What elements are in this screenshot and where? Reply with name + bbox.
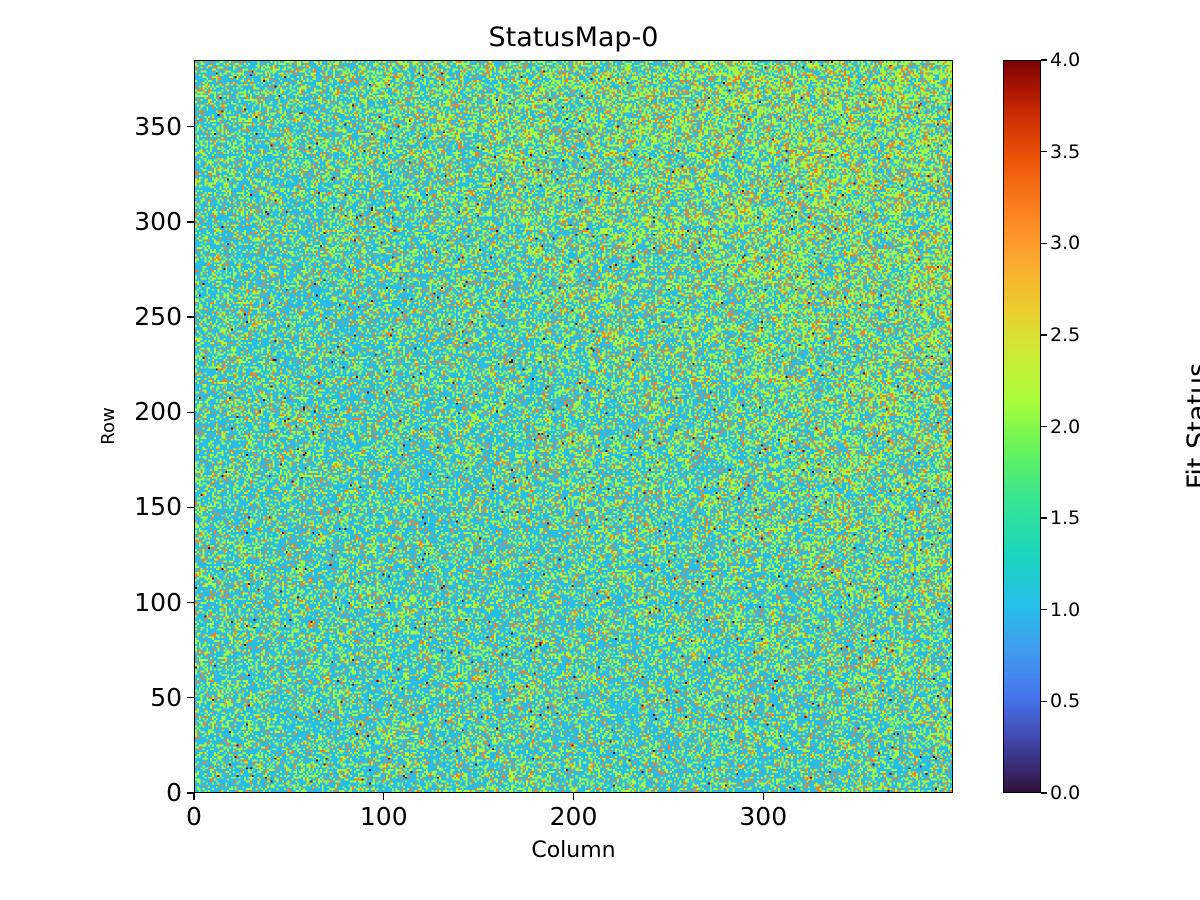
colorbar-tick-mark — [1041, 242, 1047, 244]
colorbar-tick-mark — [1041, 792, 1047, 794]
y-tick-label: 100 — [134, 587, 182, 617]
y-tick-mark — [187, 221, 194, 223]
heatmap-axes — [194, 60, 953, 793]
x-tick-mark — [193, 793, 195, 800]
y-tick-label: 200 — [134, 397, 182, 427]
y-tick-label: 350 — [134, 111, 182, 141]
colorbar-tick-mark — [1041, 334, 1047, 336]
x-tick-mark — [383, 793, 385, 800]
y-tick-mark — [187, 697, 194, 699]
y-tick-label: 50 — [150, 682, 182, 712]
colorbar-tick-mark — [1041, 609, 1047, 611]
y-axis-label: Row — [98, 407, 119, 445]
colorbar-tick-mark — [1041, 517, 1047, 519]
y-tick-mark — [187, 506, 194, 509]
colorbar-tick-label: 0.0 — [1050, 782, 1081, 804]
x-tick-mark — [572, 793, 575, 800]
colorbar-tick-mark — [1041, 425, 1047, 428]
x-axis-label: Column — [531, 838, 616, 863]
colorbar-tick-label: 4.0 — [1050, 49, 1081, 71]
x-tick-label: 200 — [549, 802, 598, 831]
heatmap-image — [195, 61, 952, 792]
colorbar-tick-mark — [1041, 150, 1047, 153]
x-tick-mark — [762, 793, 764, 800]
page-title: StatusMap-0 — [488, 22, 659, 53]
colorbar-tick-label: 1.0 — [1050, 598, 1081, 621]
colorbar-gradient — [1004, 61, 1040, 792]
y-tick-label: 0 — [166, 778, 182, 807]
y-tick-mark — [187, 125, 194, 128]
y-tick-label: 300 — [134, 206, 182, 236]
x-tick-label: 100 — [359, 802, 408, 831]
colorbar-tick-label: 2.0 — [1050, 415, 1081, 438]
colorbar-tick-mark — [1041, 700, 1047, 703]
y-tick-label: 250 — [134, 302, 182, 332]
y-tick-mark — [187, 411, 194, 413]
y-tick-label: 150 — [134, 492, 182, 522]
x-tick-label: 300 — [739, 802, 788, 831]
colorbar-tick-mark — [1041, 59, 1047, 61]
colorbar-label: Fit Status — [1182, 362, 1200, 490]
y-tick-mark — [187, 316, 194, 318]
y-tick-mark — [187, 601, 194, 604]
colorbar-tick-label: 3.5 — [1050, 140, 1081, 163]
y-tick-mark — [187, 792, 194, 794]
colorbar-tick-label: 1.5 — [1050, 507, 1081, 530]
colorbar-tick-label: 3.0 — [1050, 232, 1081, 255]
x-tick-label: 0 — [186, 802, 202, 831]
colorbar — [1003, 60, 1041, 793]
colorbar-tick-label: 2.5 — [1050, 323, 1081, 346]
colorbar-tick-label: 0.5 — [1050, 690, 1081, 713]
